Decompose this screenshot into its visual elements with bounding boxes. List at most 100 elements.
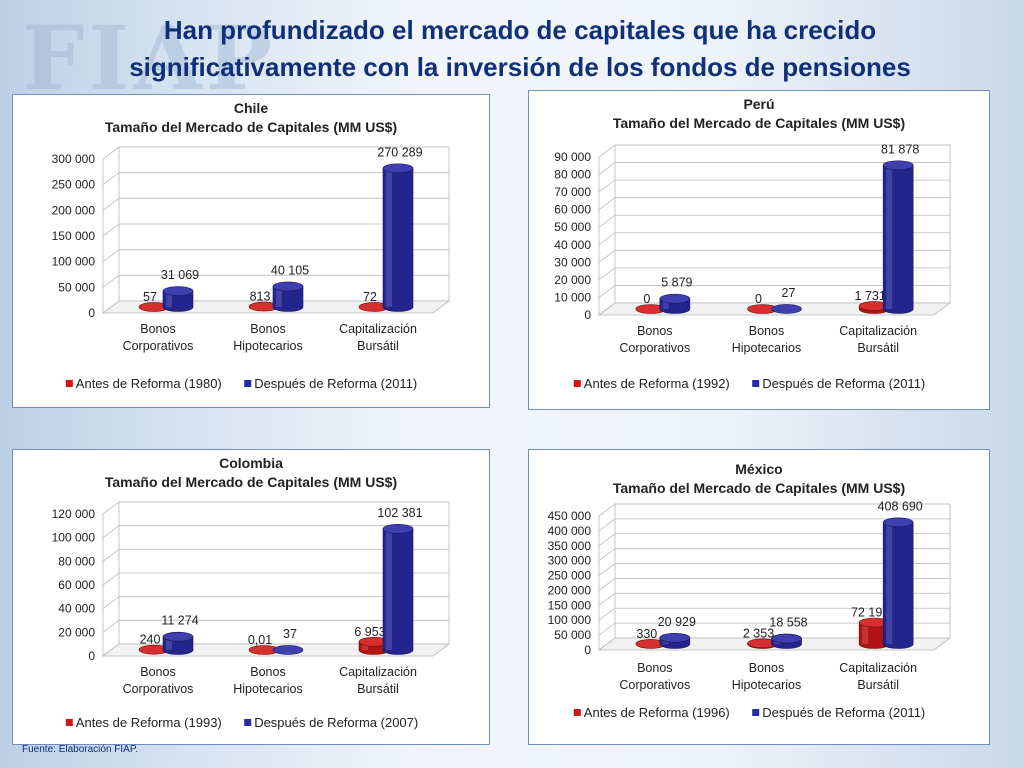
category-label: Capitalización xyxy=(339,322,417,336)
gridline xyxy=(598,592,950,606)
y-tick-label: 100 000 xyxy=(548,613,592,627)
source-note: Fuente: Elaboración FIAP. xyxy=(22,744,138,755)
category-label: Bursátil xyxy=(857,341,899,355)
data-label: 330 xyxy=(636,627,657,641)
bar xyxy=(747,638,778,649)
bar xyxy=(858,617,890,649)
category-label: Hipotecarios xyxy=(233,682,302,696)
gridline xyxy=(102,274,449,288)
y-tick-label: 350 000 xyxy=(548,539,592,553)
slide-title: Han profundizado el mercado de capitales… xyxy=(20,12,1020,86)
data-label: 81 878 xyxy=(881,142,919,156)
bar xyxy=(382,163,414,312)
chart-subtitle: Tamaño del Mercado de Capitales (MM US$) xyxy=(105,119,397,135)
chart-svg-chile: Chile Tamaño del Mercado de Capitales (MM… xyxy=(52,100,451,391)
legend-swatch xyxy=(752,380,760,387)
gridline xyxy=(102,501,449,515)
category-label: Hipotecarios xyxy=(732,341,801,355)
category-label: Bonos xyxy=(140,665,175,679)
legend-swatch xyxy=(752,709,760,716)
data-label: 31 069 xyxy=(161,268,199,282)
gridline xyxy=(598,607,950,621)
gridline xyxy=(598,214,950,228)
legend-swatch xyxy=(573,709,581,716)
data-label: 72 xyxy=(363,290,377,304)
gridline xyxy=(102,596,449,609)
data-label: 20 929 xyxy=(658,615,696,629)
gridline xyxy=(598,622,950,636)
chart-svg-mexico: México Tamaño del Mercado de Capitales (M… xyxy=(548,461,952,720)
y-tick-label: 50 000 xyxy=(554,628,591,642)
y-tick-label: 50 000 xyxy=(58,280,95,294)
chart-title: México xyxy=(735,461,782,477)
legend-entry: Antes de Reforma (1980) xyxy=(76,376,222,391)
legend-swatch xyxy=(244,719,252,726)
y-tick-label: 300 000 xyxy=(52,152,96,166)
category-label: Bonos xyxy=(250,665,285,679)
chart-panel-mexico: México Tamaño del Mercado de Capitales (M… xyxy=(528,449,990,745)
bar xyxy=(272,281,304,312)
category-label: Bonos xyxy=(749,661,784,675)
gridline xyxy=(102,525,449,538)
category-label: Capitalización xyxy=(839,661,917,675)
gridline xyxy=(102,249,449,262)
y-tick-label: 80 000 xyxy=(554,168,591,182)
y-tick-label: 90 000 xyxy=(554,150,591,164)
category-label: Capitalización xyxy=(339,665,417,679)
data-label: 6 953 xyxy=(354,625,385,639)
bar xyxy=(272,645,304,655)
y-tick-label: 50 000 xyxy=(554,220,591,234)
y-tick-label: 200 000 xyxy=(52,203,96,217)
category-label: Corporativos xyxy=(123,339,194,353)
data-label: 27 xyxy=(782,286,796,300)
gridline xyxy=(598,267,950,281)
y-tick-label: 0 xyxy=(88,649,95,663)
data-label: 1 731 xyxy=(855,289,886,303)
gridline xyxy=(102,619,449,633)
gridline xyxy=(598,518,950,532)
gridline xyxy=(598,144,950,158)
gridline xyxy=(598,285,950,298)
gridline xyxy=(598,197,950,210)
data-label: 270 289 xyxy=(377,145,422,159)
gridline xyxy=(598,563,950,576)
data-label: 5 879 xyxy=(661,276,692,290)
y-tick-label: 250 000 xyxy=(548,569,592,583)
legend-entry: Después de Reforma (2007) xyxy=(254,715,418,730)
y-tick-label: 20 000 xyxy=(58,625,95,639)
y-tick-label: 100 000 xyxy=(52,531,96,545)
legend-entry: Después de Reforma (2011) xyxy=(762,705,925,720)
bar xyxy=(858,301,890,314)
gridline xyxy=(102,572,449,586)
data-label: 57 xyxy=(143,290,157,304)
category-label: Hipotecarios xyxy=(732,678,801,692)
legend: Antes de Reforma (1980) Después de Reform… xyxy=(65,376,417,391)
y-tick-label: 200 000 xyxy=(548,583,592,597)
category-label: Capitalización xyxy=(839,324,917,338)
data-label: 408 690 xyxy=(878,499,923,513)
bar xyxy=(771,304,802,314)
legend-entry: Antes de Reforma (1992) xyxy=(584,376,730,391)
data-label: 813 xyxy=(250,290,271,304)
bar xyxy=(162,631,194,655)
legend-entry: Antes de Reforma (1993) xyxy=(76,715,222,730)
slide-title-line2: significativamente con la inversión de l… xyxy=(129,52,911,82)
data-label: 11 274 xyxy=(161,614,198,628)
data-label: 102 381 xyxy=(377,506,422,520)
y-tick-label: 450 000 xyxy=(548,509,592,523)
bar xyxy=(382,524,414,655)
bar xyxy=(882,160,914,314)
category-label: Corporativos xyxy=(619,341,690,355)
chart-subtitle: Tamaño del Mercado de Capitales (MM US$) xyxy=(613,115,905,131)
data-label: 0 xyxy=(643,292,650,306)
y-tick-label: 150 000 xyxy=(548,598,592,612)
data-label: 18 558 xyxy=(769,615,807,629)
gridline xyxy=(598,179,950,193)
category-label: Bursátil xyxy=(857,678,899,692)
watermark-text: FIAP xyxy=(22,6,277,110)
y-tick-label: 80 000 xyxy=(58,554,95,568)
y-tick-label: 400 000 xyxy=(548,524,592,538)
chart-subtitle: Tamaño del Mercado de Capitales (MM US$) xyxy=(613,480,905,496)
legend: Antes de Reforma (1993) Después de Reform… xyxy=(65,715,418,730)
chart-title: Perú xyxy=(743,96,774,112)
